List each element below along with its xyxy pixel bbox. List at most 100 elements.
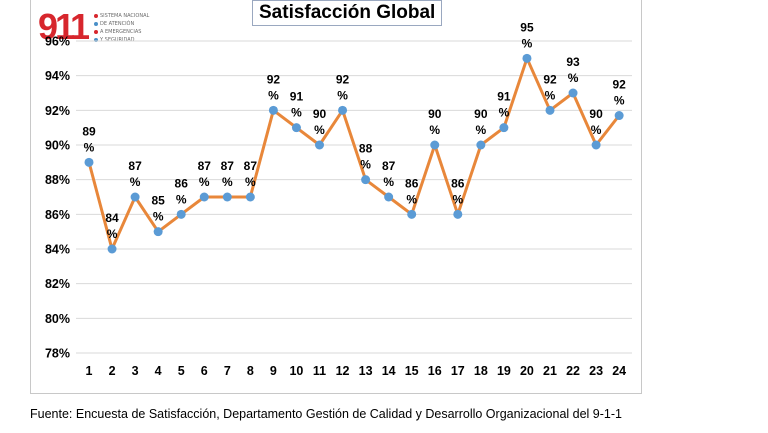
data-point <box>361 175 371 185</box>
data-label-unit: % <box>337 88 348 102</box>
data-point <box>315 140 324 150</box>
y-tick-label: 96% <box>45 35 70 49</box>
data-point <box>291 123 301 133</box>
data-point <box>453 209 463 219</box>
data-label-value: 88 <box>359 142 373 156</box>
x-tick-label: 16 <box>428 364 442 378</box>
data-label-unit: % <box>130 175 141 189</box>
data-label-unit: % <box>476 123 487 137</box>
data-label-value: 85 <box>151 194 165 208</box>
data-label-unit: % <box>268 88 279 102</box>
data-label-unit: % <box>545 88 556 102</box>
data-label-unit: % <box>107 227 118 241</box>
x-tick-label: 24 <box>612 364 626 378</box>
data-label-value: 87 <box>382 159 396 173</box>
x-tick-label: 22 <box>566 364 580 378</box>
data-label-value: 87 <box>244 159 258 173</box>
data-label-value: 92 <box>612 78 626 92</box>
x-tick-label: 5 <box>178 364 185 378</box>
data-label-unit: % <box>568 71 579 85</box>
data-point <box>199 192 209 202</box>
data-point <box>130 192 140 202</box>
x-tick-label: 9 <box>270 364 277 378</box>
data-label-value: 91 <box>290 90 304 104</box>
data-label-unit: % <box>406 192 417 206</box>
data-label-unit: % <box>383 175 394 189</box>
logo-line-4: Y SEGURIDAD <box>94 36 154 44</box>
source-note: Fuente: Encuesta de Satisfacción, Depart… <box>30 407 622 421</box>
data-label-value: 87 <box>221 159 235 173</box>
data-point <box>176 209 186 219</box>
data-label-value: 90 <box>474 107 488 121</box>
x-tick-label: 19 <box>497 364 511 378</box>
logo-911: 911 SISTEMA NACIONAL DE ATENCIÓN A EMERG… <box>38 6 149 48</box>
y-tick-label: 86% <box>45 208 70 222</box>
logo-line-1: SISTEMA NACIONAL <box>94 12 154 20</box>
data-point <box>222 192 232 202</box>
data-point <box>84 157 94 167</box>
x-tick-label: 6 <box>201 364 208 378</box>
data-label-unit: % <box>452 192 463 206</box>
x-tick-label: 23 <box>589 364 603 378</box>
x-tick-label: 10 <box>289 364 303 378</box>
x-tick-label: 15 <box>405 364 419 378</box>
data-label-unit: % <box>199 175 210 189</box>
series-line <box>87 56 621 251</box>
data-point <box>591 140 601 150</box>
data-label-unit: % <box>429 123 440 137</box>
data-point <box>545 105 555 115</box>
data-label-value: 92 <box>336 72 350 86</box>
data-label-unit: % <box>153 210 164 224</box>
y-tick-label: 80% <box>45 312 70 326</box>
data-label-value: 92 <box>267 72 281 86</box>
data-label-value: 86 <box>405 176 419 190</box>
chart-title: Satisfacción Global <box>252 0 443 26</box>
data-point <box>476 140 486 150</box>
data-point <box>153 227 163 237</box>
x-tick-label: 2 <box>109 364 116 378</box>
logo-line-2: DE ATENCIÓN <box>94 20 154 28</box>
data-point <box>614 111 624 121</box>
data-label-value: 87 <box>198 159 212 173</box>
x-tick-label: 21 <box>543 364 557 378</box>
data-point <box>407 209 417 219</box>
data-point <box>430 140 440 150</box>
data-label-value: 89 <box>82 124 96 138</box>
data-point <box>499 123 509 133</box>
data-label-value: 84 <box>105 211 119 225</box>
data-point <box>268 105 278 115</box>
data-label-value: 95 <box>520 20 534 34</box>
data-label-value: 93 <box>566 55 580 69</box>
y-tick-label: 82% <box>45 277 70 291</box>
x-tick-label: 7 <box>224 364 231 378</box>
x-tick-label: 13 <box>359 364 373 378</box>
data-label-unit: % <box>314 123 325 137</box>
x-tick-label: 12 <box>336 364 350 378</box>
line-chart: 78%80%82%84%86%88%90%92%94%96%1 2 3 4 5 6 7 8 9 1… <box>45 20 632 378</box>
data-point <box>245 192 255 202</box>
data-label-unit: % <box>499 106 510 120</box>
x-tick-label: 20 <box>520 364 534 378</box>
logo-number: 911 <box>38 6 90 47</box>
data-label-unit: % <box>291 106 302 120</box>
data-point <box>107 244 117 254</box>
y-tick-label: 94% <box>45 69 70 83</box>
data-label-unit: % <box>245 175 256 189</box>
data-label-value: 91 <box>497 90 511 104</box>
data-label-value: 90 <box>313 107 327 121</box>
y-tick-label: 92% <box>45 104 70 118</box>
x-tick-label: 3 <box>132 364 139 378</box>
y-tick-label: 78% <box>45 347 70 361</box>
data-label-value: 92 <box>543 72 557 86</box>
logo-line-3: A EMERGENCIAS <box>94 28 154 36</box>
x-tick-label: 17 <box>451 364 465 378</box>
data-label-unit: % <box>360 158 371 172</box>
x-tick-label: 14 <box>382 364 396 378</box>
data-point <box>568 88 578 98</box>
x-tick-label: 11 <box>313 364 326 378</box>
data-label-unit: % <box>84 140 95 154</box>
data-label-unit: % <box>614 94 625 108</box>
x-tick-label: 18 <box>474 364 488 378</box>
x-tick-label: 8 <box>247 364 254 378</box>
data-label-value: 90 <box>589 107 603 121</box>
